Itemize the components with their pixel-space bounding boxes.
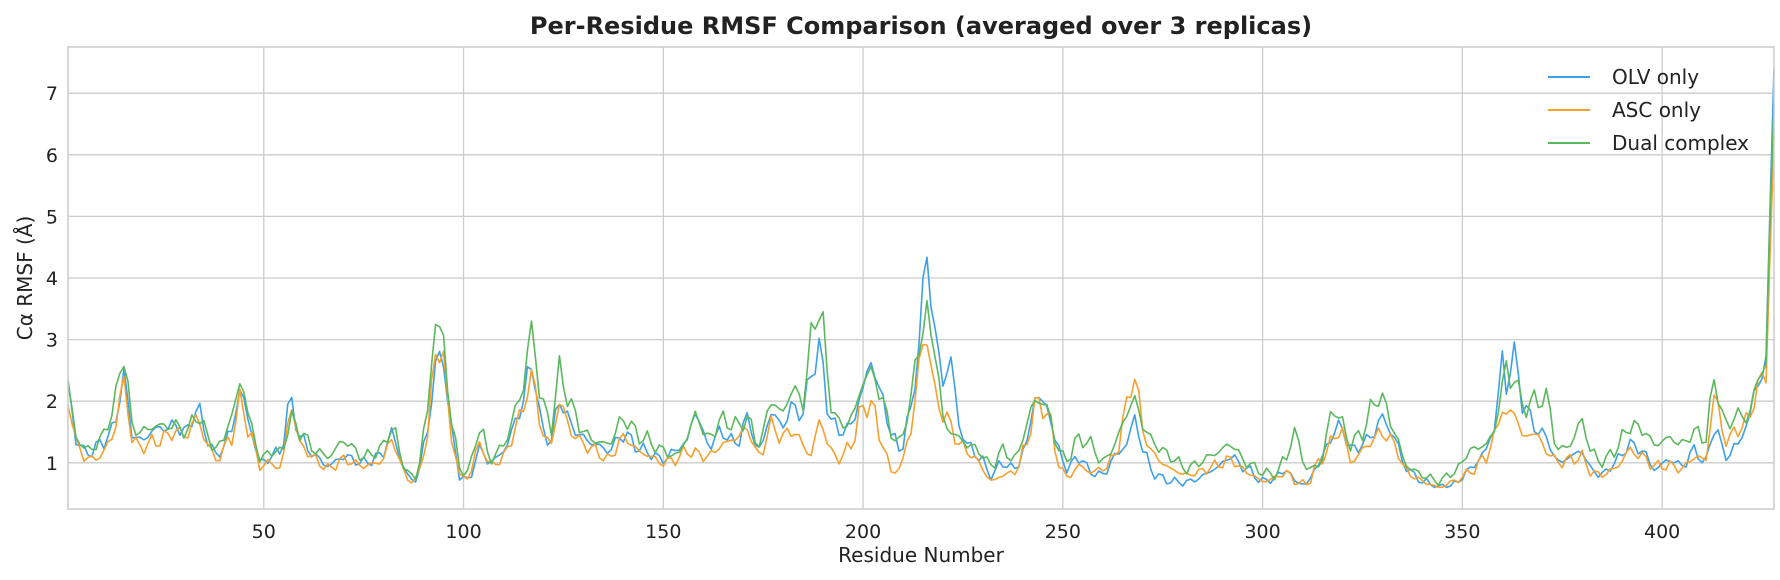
series-line-dual-complex (67, 105, 1775, 487)
x-tick-label: 400 (1644, 521, 1680, 543)
x-tick-labels: 50 100 150 200 250 300 350 400 (252, 521, 1681, 543)
legend-label: Dual complex (1612, 131, 1749, 155)
y-tick-label: 3 (46, 330, 58, 352)
series-lines (67, 68, 1775, 489)
y-tick-label: 2 (46, 391, 58, 413)
x-tick-label: 350 (1444, 521, 1480, 543)
x-tick-label: 50 (252, 521, 276, 543)
chart-title: Per-Residue RMSF Comparison (averaged ov… (530, 12, 1312, 40)
grid (68, 47, 1774, 509)
x-tick-label: 100 (445, 521, 481, 543)
plot-frame (67, 46, 1775, 510)
y-tick-label: 4 (46, 268, 58, 290)
y-tick-label: 7 (46, 83, 58, 105)
y-tick-label: 1 (46, 453, 58, 475)
x-tick-label: 250 (1045, 521, 1081, 543)
x-axis-label: Residue Number (838, 543, 1004, 567)
y-tick-labels: 1 2 3 4 5 6 7 (46, 83, 58, 475)
y-axis-label: Cα RMSF (Å) (13, 216, 37, 341)
x-tick-label: 200 (845, 521, 881, 543)
legend: OLV only ASC only Dual complex (1548, 65, 1749, 155)
y-tick-label: 5 (46, 206, 58, 228)
series-line-asc-only (67, 136, 1775, 489)
y-tick-label: 6 (46, 145, 58, 167)
legend-label: OLV only (1612, 65, 1699, 89)
legend-label: ASC only (1612, 98, 1701, 122)
x-tick-label: 300 (1244, 521, 1280, 543)
x-tick-label: 150 (645, 521, 681, 543)
series-line-olv-only (67, 68, 1775, 489)
